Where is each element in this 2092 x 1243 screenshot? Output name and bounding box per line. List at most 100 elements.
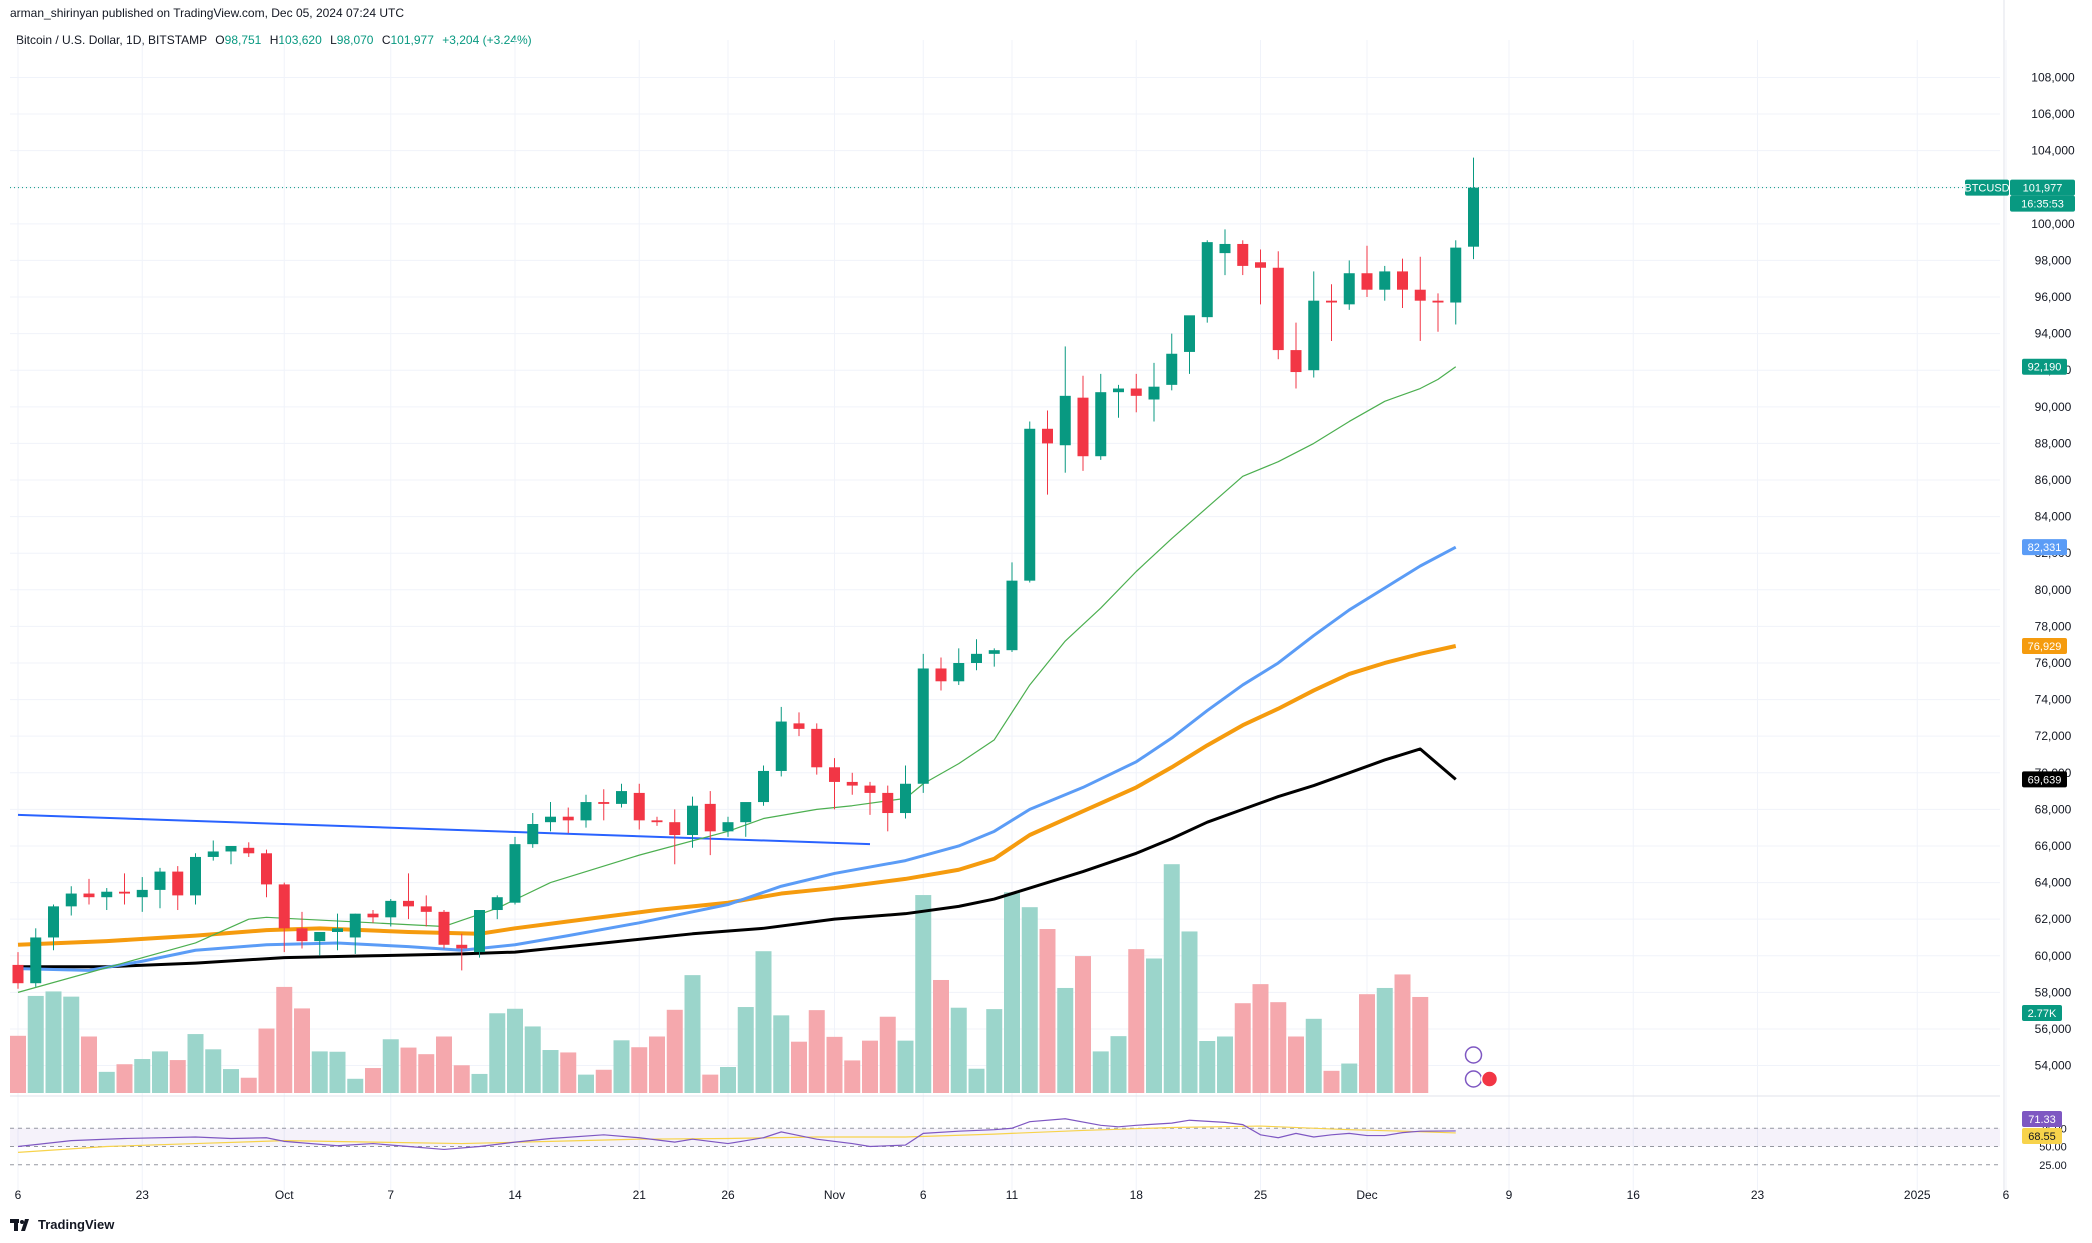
candle-body — [1113, 388, 1124, 393]
event-lightning-icon — [1464, 1070, 1483, 1088]
volume-bar — [524, 1026, 541, 1093]
volume-bar — [453, 1065, 470, 1093]
volume-bar — [27, 995, 44, 1093]
volume-bar — [826, 1036, 843, 1093]
candle-body — [935, 668, 947, 682]
candle-body — [296, 928, 308, 942]
low-label: L — [330, 33, 337, 47]
candle-body — [491, 897, 503, 911]
ma200-tag: 69,639 — [2028, 774, 2062, 786]
volume-bar — [187, 1034, 204, 1093]
candle-body — [136, 889, 148, 898]
candle-body — [48, 906, 59, 938]
low-value: 98,070 — [336, 33, 374, 47]
candle-body — [917, 668, 929, 784]
volume-bar — [578, 1074, 594, 1093]
volume-bar — [1305, 1018, 1322, 1093]
ma100-tag: 76,929 — [2028, 641, 2062, 653]
candle-body — [172, 871, 184, 896]
ma20-tag-bg — [2022, 358, 2067, 375]
price-axis-label: 104,000 — [2031, 144, 2075, 158]
price-axis-label: 64,000 — [2035, 876, 2072, 890]
volume-bar — [950, 1007, 967, 1093]
candle-body — [829, 767, 840, 782]
price-axis-label: 76,000 — [2035, 656, 2072, 670]
last-price-tag-bg — [2010, 179, 2075, 196]
price-axis-label: 56,000 — [2035, 1022, 2072, 1036]
countdown-tag: 16:35:53 — [2021, 199, 2064, 211]
volume-bar — [1075, 956, 1091, 1093]
volume-bar — [1128, 949, 1145, 1093]
volume-bar — [116, 1064, 133, 1093]
candle-body — [154, 871, 166, 890]
candle-body — [988, 650, 1000, 654]
volume-bar — [294, 1008, 310, 1093]
rsi-tag-bg — [2022, 1111, 2062, 1127]
price-axis-label: 108,000 — [2031, 70, 2075, 84]
close-value: 101,977 — [390, 33, 434, 47]
ma200-tag-bg — [2022, 771, 2067, 788]
candle-body — [474, 910, 485, 953]
volume-bar — [649, 1036, 665, 1093]
volume-bar — [613, 1040, 630, 1093]
volume-bar — [63, 996, 80, 1093]
candle-body — [1077, 397, 1089, 457]
volume-bar — [1217, 1036, 1233, 1093]
volume-bar — [542, 1050, 559, 1093]
price-axis-label: 88,000 — [2035, 436, 2072, 450]
price-axis-label: 74,000 — [2035, 693, 2072, 707]
ma200-line — [18, 747, 1457, 969]
time-axis-label: 9 — [1506, 1188, 1513, 1202]
time-axis-label: 11 — [1006, 1188, 1019, 1202]
candle-body — [1397, 271, 1408, 290]
volume-bar — [1057, 987, 1074, 1093]
price-axis-label: 98,000 — [2035, 253, 2072, 267]
volume-bar — [968, 1068, 985, 1093]
tradingview-logo-icon — [10, 1218, 29, 1231]
rsi-line — [17, 1118, 1456, 1151]
volume-bar — [1146, 958, 1162, 1093]
tradingview-watermark: TradingView — [10, 1217, 114, 1232]
candle-body — [1166, 353, 1178, 385]
candle-body — [758, 770, 769, 803]
candle-body — [101, 891, 113, 898]
volume-bar — [205, 1049, 222, 1093]
time-axis-label: 2025 — [1904, 1188, 1931, 1202]
volume-bar — [1234, 1003, 1251, 1093]
time-axis-label: 16 — [1627, 1188, 1641, 1202]
price-axis-label: 72,000 — [2035, 729, 2072, 743]
candle-body — [12, 964, 24, 984]
event-star-icon — [1464, 1046, 1483, 1064]
candle-body — [1361, 273, 1373, 290]
volume-bar — [276, 986, 293, 1093]
candle-body — [793, 723, 805, 729]
volume-bar — [862, 1040, 878, 1093]
volume-bar — [1376, 987, 1393, 1093]
candle-body — [225, 845, 237, 852]
candle-body — [651, 820, 663, 823]
volume-bar — [258, 1028, 275, 1093]
rsi-tag: 71.33 — [2028, 1114, 2056, 1126]
candle-body — [900, 783, 911, 814]
candle-body — [598, 802, 610, 804]
candle-body — [420, 906, 432, 912]
candle-body — [367, 913, 379, 918]
symbol-tag-bg — [1965, 179, 2009, 196]
candle-body — [846, 781, 858, 786]
candle-body — [1201, 242, 1213, 318]
volume-bar — [311, 1051, 328, 1093]
volume-bar — [933, 979, 949, 1093]
price-axis-label: 68,000 — [2035, 802, 2072, 816]
candle-body — [616, 791, 627, 804]
volume-bar — [684, 975, 701, 1093]
candle-body — [261, 853, 272, 885]
price-axis-label: 60,000 — [2035, 949, 2072, 963]
volume-bar — [1199, 1041, 1216, 1093]
open-label: O — [215, 33, 225, 47]
volume-tag: 2.77K — [2028, 1008, 2057, 1020]
candle-body — [385, 900, 397, 918]
candle-body — [314, 931, 326, 942]
volume-bar — [1021, 907, 1038, 1093]
volume-bar — [382, 1039, 399, 1093]
